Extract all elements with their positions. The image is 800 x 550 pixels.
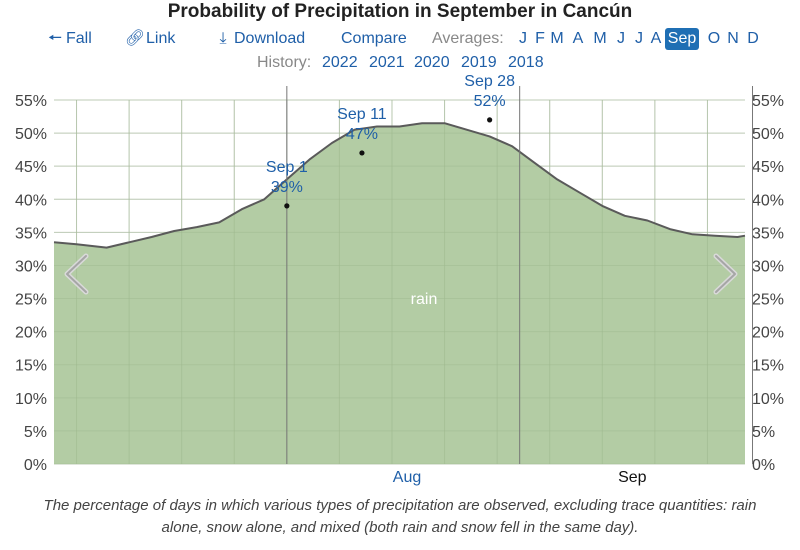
history-year-2018[interactable]: 2018 <box>508 54 544 71</box>
toolbar: 🠔 Fall 🔗︎Link ⤓ Download Compare Averages:… <box>0 27 800 51</box>
history-row: History: 2022 2021 2020 2019 2018 <box>0 52 800 74</box>
month-6[interactable]: J <box>617 30 625 47</box>
left-arrow-icon: 🠔 <box>47 30 62 47</box>
y-tick-label-left: 30% <box>15 258 47 275</box>
annotation-value: 39% <box>271 179 303 196</box>
y-tick-label-right: 15% <box>752 358 784 375</box>
link-link[interactable]: 🔗︎Link <box>124 27 176 51</box>
x-tick-label-aug: Aug <box>393 469 421 486</box>
history-label: History: <box>257 54 312 71</box>
page-title: Probability of Precipitation in Septembe… <box>167 1 633 22</box>
month-12[interactable]: D <box>747 30 759 47</box>
month-11[interactable]: N <box>727 30 739 47</box>
chart-caption: The percentage of days in which various … <box>43 497 757 536</box>
annotation-value: 47% <box>346 126 378 143</box>
rain-area <box>54 123 745 464</box>
series-label-rain: rain <box>411 291 438 308</box>
y-tick-label-right: 40% <box>752 192 784 209</box>
history-year-2020[interactable]: 2020 <box>414 54 450 71</box>
y-tick-label-left: 5% <box>24 424 47 441</box>
y-tick-label-left: 20% <box>15 325 47 342</box>
annotation-value: 52% <box>474 93 506 110</box>
x-tick-label-sep: Sep <box>618 469 647 486</box>
y-tick-label-left: 40% <box>15 192 47 209</box>
month-1[interactable]: J <box>519 30 527 47</box>
y-tick-label-left: 0% <box>24 457 47 474</box>
y-tick-label-right: 0% <box>752 457 775 474</box>
month-7[interactable]: J <box>635 30 643 47</box>
y-tick-label-right: 20% <box>752 325 784 342</box>
y-tick-label-right: 55% <box>752 93 784 110</box>
annotation-date: Sep 11 <box>337 106 387 123</box>
y-tick-label-left: 55% <box>15 93 47 110</box>
y-tick-label-right: 45% <box>752 159 784 176</box>
link-label: Link <box>146 30 176 47</box>
y-tick-label-left: 10% <box>15 391 47 408</box>
annotation-date: Sep 1 <box>266 159 308 176</box>
y-tick-label-left: 50% <box>15 126 47 143</box>
history-year-2022[interactable]: 2022 <box>322 54 358 71</box>
rain-line <box>53 122 746 249</box>
y-tick-label-right: 5% <box>752 424 775 441</box>
y-tick-label-left: 15% <box>15 358 47 375</box>
fall-label: Fall <box>66 30 92 47</box>
month-8[interactable]: A <box>650 30 662 47</box>
month-4[interactable]: A <box>572 30 584 47</box>
history-year-2021[interactable]: 2021 <box>369 54 405 71</box>
y-tick-label-right: 30% <box>752 258 784 275</box>
annotation-dot <box>284 203 290 209</box>
y-tick-label-right: 50% <box>752 126 784 143</box>
prev-chevron-icon[interactable] <box>64 253 89 295</box>
month-5[interactable]: M <box>593 30 607 47</box>
month-9[interactable]: Sep <box>665 28 699 50</box>
month-10[interactable]: O <box>707 30 721 47</box>
link-icon: 🔗︎ <box>124 30 146 47</box>
annotations: Sep 1 39% Sep 11 47% Sep 28 52% <box>266 73 515 209</box>
y-tick-label-left: 25% <box>15 292 47 309</box>
annotation-date: Sep 28 <box>464 73 515 90</box>
download-icon: ⤓ <box>219 30 227 47</box>
y-tick-label-right: 25% <box>752 292 784 309</box>
history-year-2019[interactable]: 2019 <box>461 54 497 71</box>
averages-label: Averages: <box>432 30 504 47</box>
y-tick-label-right: 35% <box>752 225 784 242</box>
fall-link[interactable]: 🠔 Fall <box>44 27 92 51</box>
download-link[interactable]: ⤓ Download <box>212 27 305 51</box>
y-tick-label-left: 45% <box>15 159 47 176</box>
y-tick-label-right: 10% <box>752 391 784 408</box>
y-tick-label-left: 35% <box>15 225 47 242</box>
area-series <box>53 99 746 465</box>
annotation-dot <box>487 117 493 123</box>
axes: 0% 0% 5% 5% 10% 10% 15% 15% 20% 20% 25% 25% 30% 30% 35… <box>15 86 784 486</box>
compare-link[interactable]: Compare <box>341 30 407 47</box>
annotation-dot <box>359 150 365 156</box>
next-chevron-icon[interactable] <box>713 253 738 295</box>
download-label: Download <box>234 30 306 47</box>
month-3[interactable]: M <box>550 30 564 47</box>
month-2[interactable]: F <box>535 30 545 47</box>
